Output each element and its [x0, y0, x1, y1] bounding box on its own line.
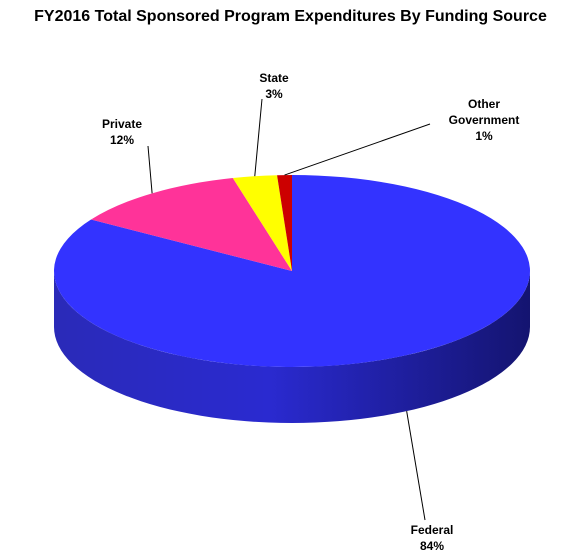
- slice-label: Federal: [410, 523, 454, 537]
- leader-line: [254, 98, 263, 177]
- slice: [53, 175, 530, 367]
- slice: [232, 175, 292, 271]
- slice-label: Private: [101, 117, 143, 131]
- slice-side: [54, 271, 530, 423]
- slice-value-label: 84%: [419, 539, 445, 553]
- slice: [91, 178, 292, 271]
- leader-line: [284, 123, 431, 176]
- leader-line: [406, 411, 426, 521]
- slice-label: State: [259, 71, 289, 85]
- chart-title: FY2016 Total Sponsored Program Expenditu…: [34, 8, 547, 25]
- slice-value-label: 3%: [265, 87, 283, 101]
- slice: [277, 175, 292, 271]
- leader-line: [147, 145, 153, 194]
- slice-value-label: 12%: [109, 133, 135, 147]
- slice-label: Other Government: [448, 97, 520, 127]
- slice-value-label: 1%: [475, 129, 493, 143]
